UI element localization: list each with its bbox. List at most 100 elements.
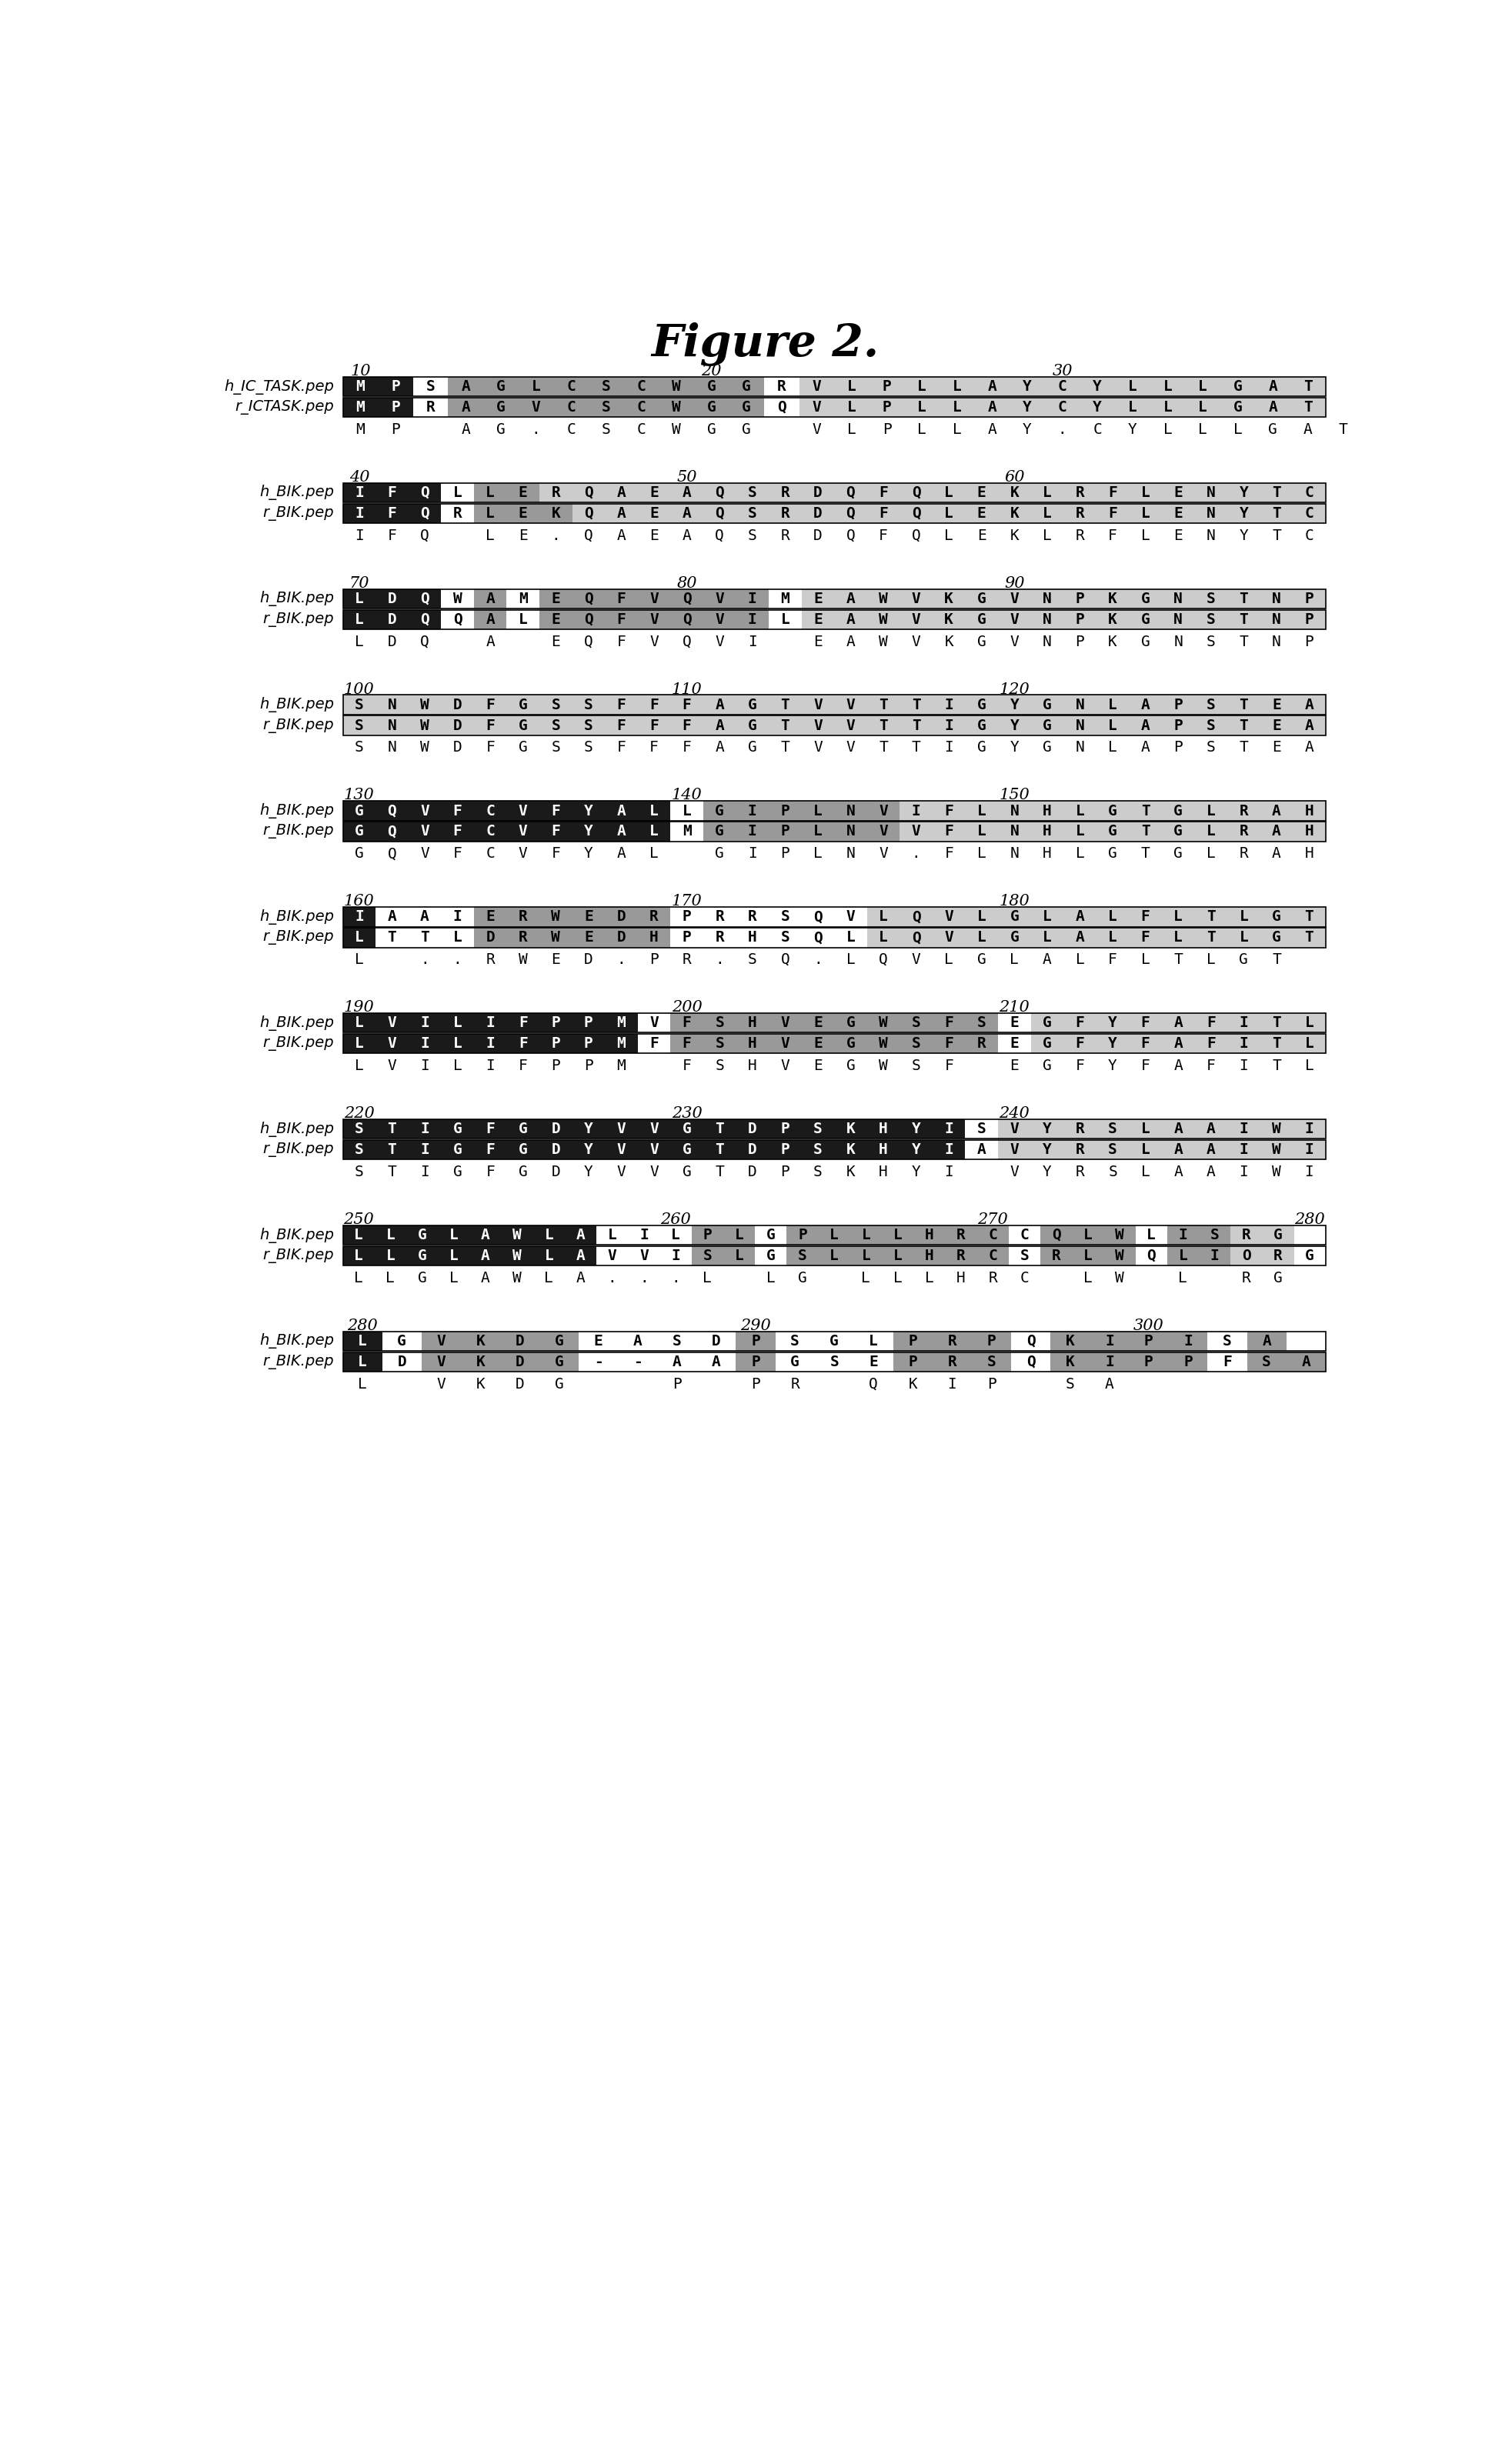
Text: V: V <box>846 739 855 754</box>
Text: I: I <box>944 697 953 712</box>
Text: G: G <box>1107 848 1116 860</box>
Text: Y: Y <box>1107 1015 1116 1030</box>
Text: r_BIK.pep: r_BIK.pep <box>263 931 334 944</box>
Bar <box>343 1247 1325 1266</box>
Text: E: E <box>813 611 822 626</box>
Text: I: I <box>1238 1165 1247 1180</box>
Text: L: L <box>892 1271 901 1286</box>
Text: I: I <box>944 717 953 732</box>
Text: I: I <box>747 633 756 648</box>
Text: Y: Y <box>912 1143 921 1158</box>
Text: L: L <box>830 1227 839 1242</box>
Bar <box>343 1247 597 1266</box>
Text: R: R <box>780 505 789 520</box>
Text: F: F <box>518 1037 527 1052</box>
Bar <box>343 1353 1325 1372</box>
Text: V: V <box>813 739 822 754</box>
Text: L: L <box>355 591 364 606</box>
Text: Y: Y <box>1238 505 1247 520</box>
Text: P: P <box>703 1227 712 1242</box>
Text: G: G <box>1140 611 1149 626</box>
Text: L: L <box>355 954 364 966</box>
Text: G: G <box>977 591 986 606</box>
Text: I: I <box>1183 1333 1192 1348</box>
Text: G: G <box>977 717 986 732</box>
Text: L: L <box>847 379 856 394</box>
Text: G: G <box>682 1121 691 1136</box>
Text: P: P <box>750 1355 759 1370</box>
Text: A: A <box>1271 848 1280 860</box>
Text: S: S <box>1206 697 1214 712</box>
Text: K: K <box>846 1143 855 1158</box>
Text: W: W <box>419 697 430 712</box>
Text: R: R <box>1238 803 1247 818</box>
Text: G: G <box>747 717 756 732</box>
Text: T: T <box>1206 931 1214 944</box>
Text: C: C <box>1304 485 1313 500</box>
Text: G: G <box>715 848 724 860</box>
Text: D: D <box>747 1121 756 1136</box>
Text: N: N <box>1173 591 1182 606</box>
Text: G: G <box>977 633 986 648</box>
Text: F: F <box>485 717 494 732</box>
Text: L: L <box>355 1015 364 1030</box>
Text: L: L <box>952 421 961 436</box>
Text: N: N <box>1010 848 1019 860</box>
Text: L: L <box>879 909 888 924</box>
Text: 120: 120 <box>998 683 1029 697</box>
Text: h_BIK.pep: h_BIK.pep <box>260 909 334 924</box>
Text: .: . <box>912 848 921 860</box>
Text: N: N <box>388 697 397 712</box>
Text: A: A <box>715 697 724 712</box>
Text: L: L <box>813 848 822 860</box>
Text: W: W <box>419 717 430 732</box>
Text: D: D <box>452 739 463 754</box>
Bar <box>670 1013 998 1032</box>
Text: V: V <box>388 1037 397 1052</box>
Text: L: L <box>765 1271 774 1286</box>
Text: N: N <box>1041 591 1052 606</box>
Text: N: N <box>1271 591 1280 606</box>
Bar <box>473 483 539 503</box>
Text: Y: Y <box>1022 399 1031 414</box>
Text: G: G <box>1140 591 1149 606</box>
Text: .: . <box>671 1271 680 1286</box>
Text: S: S <box>1222 1333 1231 1348</box>
Bar <box>1229 1247 1294 1266</box>
Text: R: R <box>956 1249 965 1264</box>
Text: V: V <box>944 931 953 944</box>
Text: V: V <box>780 1015 789 1030</box>
Text: F: F <box>616 611 625 626</box>
Text: G: G <box>1041 1015 1052 1030</box>
Text: h_BIK.pep: h_BIK.pep <box>260 1333 334 1348</box>
Text: G: G <box>1041 1037 1052 1052</box>
Bar <box>343 1013 637 1032</box>
Text: C: C <box>988 1249 997 1264</box>
Text: L: L <box>846 931 855 944</box>
Text: W: W <box>1115 1249 1123 1264</box>
Text: I: I <box>639 1227 648 1242</box>
Text: Q: Q <box>813 909 822 924</box>
Text: V: V <box>607 1249 616 1264</box>
Text: C: C <box>485 803 494 818</box>
Text: D: D <box>551 1121 560 1136</box>
Text: Q: Q <box>1025 1333 1035 1348</box>
Text: E: E <box>1271 697 1280 712</box>
Text: S: S <box>551 697 560 712</box>
Text: I: I <box>1304 1143 1313 1158</box>
Text: L: L <box>1128 379 1137 394</box>
Text: L: L <box>918 421 927 436</box>
Text: I: I <box>1177 1227 1186 1242</box>
Text: R: R <box>715 909 724 924</box>
Text: Q: Q <box>715 527 724 542</box>
Text: E: E <box>518 505 527 520</box>
Text: E: E <box>868 1355 877 1370</box>
Text: L: L <box>1041 527 1052 542</box>
Text: L: L <box>1041 505 1052 520</box>
Text: L: L <box>682 803 691 818</box>
Text: F: F <box>879 505 888 520</box>
Text: D: D <box>583 954 592 966</box>
Text: S: S <box>912 1060 921 1074</box>
Text: L: L <box>355 633 364 648</box>
Text: N: N <box>846 825 855 838</box>
